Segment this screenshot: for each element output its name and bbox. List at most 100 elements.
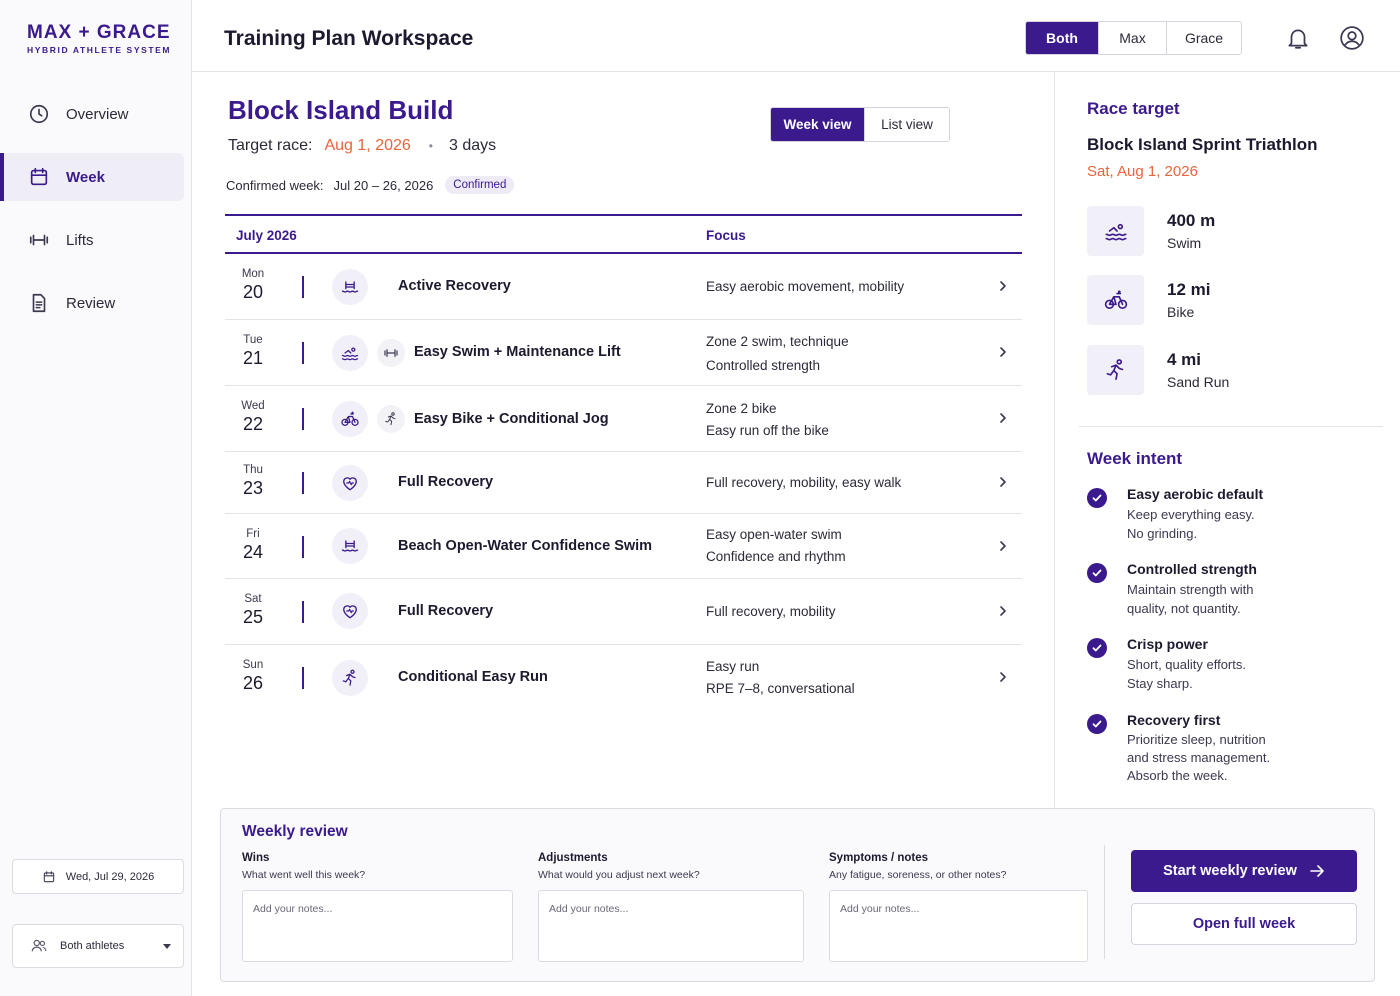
field-question: What went well this week? bbox=[242, 869, 366, 881]
field-label: Wins bbox=[242, 852, 270, 864]
confirmed-badge: Confirmed bbox=[445, 176, 515, 194]
day-number: 26 bbox=[242, 673, 264, 693]
day-cell: Sun 26 bbox=[225, 659, 281, 694]
table-row[interactable]: Thu 23 Full Recovery Full recovery, mobi… bbox=[225, 452, 1022, 514]
sidebar-item-overview[interactable]: Overview bbox=[0, 90, 192, 138]
brand-logo[interactable]: MAX + GRACE HYBRID ATHLETE SYSTEM bbox=[27, 22, 171, 55]
day-cell: Tue 21 bbox=[225, 334, 281, 369]
chevron-right-icon[interactable] bbox=[997, 280, 1009, 292]
athlete-toggle: Both Max Grace bbox=[1025, 21, 1242, 55]
intent-item: Crisp power Short, quality efforts. Stay… bbox=[1087, 636, 1267, 693]
leg-label: Swim bbox=[1167, 235, 1202, 251]
table-row[interactable]: Sat 25 Full Recovery Full recovery, mobi… bbox=[225, 579, 1022, 645]
table-row[interactable]: Wed 22 Easy Bike + Conditional Jog Zone … bbox=[225, 386, 1022, 452]
bell-icon[interactable] bbox=[1285, 25, 1311, 51]
page-title: Training Plan Workspace bbox=[224, 27, 474, 50]
sidebar-item-label: Overview bbox=[66, 105, 129, 123]
athlete-option-max[interactable]: Max bbox=[1098, 22, 1166, 54]
table-row[interactable]: Mon 20 Active Recovery Easy aerobic move… bbox=[225, 254, 1022, 320]
days-remaining: 3 days bbox=[448, 137, 497, 154]
current-date: Wed, Jul 29, 2026 bbox=[65, 870, 155, 883]
intent-desc: Maintain strength with quality, not quan… bbox=[1127, 582, 1254, 616]
chevron-right-icon[interactable] bbox=[997, 412, 1009, 424]
athlete-option-grace[interactable]: Grace bbox=[1166, 22, 1241, 54]
week-view-button[interactable]: Week view bbox=[771, 108, 864, 141]
leg-value: 4 mi bbox=[1167, 350, 1202, 369]
check-icon bbox=[1087, 488, 1107, 508]
sidebar-nav: Overview Week Lifts Review bbox=[0, 90, 192, 342]
chevron-right-icon[interactable] bbox=[997, 540, 1009, 552]
workout-focus: Easy open-water swim Confidence and rhyt… bbox=[706, 524, 846, 568]
start-weekly-review-button[interactable]: Start weekly review bbox=[1131, 850, 1357, 892]
user-account-icon[interactable] bbox=[1339, 25, 1365, 51]
sidebar-item-lifts[interactable]: Lifts bbox=[0, 216, 192, 264]
users-icon bbox=[30, 937, 48, 955]
workout-focus: Full recovery, mobility bbox=[706, 601, 836, 623]
field-label: Symptoms / notes bbox=[829, 852, 929, 864]
athlete-select[interactable]: Both athletes bbox=[12, 924, 184, 968]
open-full-week-button[interactable]: Open full week bbox=[1131, 903, 1357, 945]
sidebar-item-label: Review bbox=[66, 294, 116, 312]
symptoms-notes-input[interactable] bbox=[829, 890, 1088, 962]
chevron-right-icon[interactable] bbox=[997, 671, 1009, 683]
day-divider bbox=[302, 276, 304, 298]
check-icon bbox=[1087, 563, 1107, 583]
confirmed-week-label: Confirmed week: bbox=[226, 177, 324, 193]
race-name: Block Island Sprint Triathlon bbox=[1087, 135, 1318, 154]
focus-header: Focus bbox=[706, 228, 746, 243]
day-divider bbox=[302, 472, 304, 494]
workout-icon bbox=[332, 335, 368, 371]
table-row[interactable]: Tue 21 Easy Swim + Maintenance Lift Zone… bbox=[225, 320, 1022, 386]
focus-line: Easy aerobic movement, mobility bbox=[706, 279, 905, 294]
run-icon bbox=[1103, 357, 1129, 383]
workout-name: Beach Open-Water Confidence Swim bbox=[398, 538, 653, 554]
list-view-button[interactable]: List view bbox=[864, 108, 949, 141]
race-leg-bike: 12 mi Bike bbox=[1087, 275, 1210, 325]
day-name: Wed bbox=[241, 400, 265, 412]
workout-name: Active Recovery bbox=[398, 278, 511, 294]
chevron-right-icon[interactable] bbox=[997, 605, 1009, 617]
view-toggle: Week view List view bbox=[770, 107, 950, 142]
sidebar-item-review[interactable]: Review bbox=[0, 279, 192, 327]
day-cell: Sat 25 bbox=[225, 593, 281, 628]
dumbbell-icon bbox=[383, 345, 399, 361]
athlete-option-both[interactable]: Both bbox=[1026, 22, 1098, 54]
divider bbox=[1104, 845, 1105, 959]
workout-icon bbox=[332, 593, 368, 629]
race-leg-run: 4 mi Sand Run bbox=[1087, 345, 1229, 395]
dumbbell-icon bbox=[28, 229, 50, 251]
focus-line: Easy run off the bike bbox=[706, 423, 829, 438]
chevron-right-icon[interactable] bbox=[997, 346, 1009, 358]
day-name: Sun bbox=[242, 659, 264, 671]
sidebar-item-label: Lifts bbox=[66, 231, 94, 249]
review-field-adjustments: Adjustments What would you adjust next w… bbox=[538, 852, 804, 962]
date-picker[interactable]: Wed, Jul 29, 2026 bbox=[12, 859, 184, 894]
calendar-icon bbox=[28, 166, 50, 188]
day-number: 21 bbox=[242, 348, 264, 368]
brand-tagline: HYBRID ATHLETE SYSTEM bbox=[27, 45, 172, 55]
divider bbox=[1079, 426, 1383, 427]
table-row[interactable]: Fri 24 Beach Open-Water Confidence Swim … bbox=[225, 514, 1022, 579]
sidebar-item-week[interactable]: Week bbox=[0, 153, 184, 201]
sidebar-item-label: Week bbox=[66, 168, 105, 186]
race-panel: Race target Block Island Sprint Triathlo… bbox=[1054, 72, 1400, 808]
intent-title: Crisp power bbox=[1127, 636, 1208, 652]
caret-down-icon bbox=[163, 944, 171, 949]
leg-text: 12 mi Bike bbox=[1167, 280, 1210, 320]
review-field-symptoms: Symptoms / notes Any fatigue, soreness, … bbox=[829, 852, 1088, 962]
table-row[interactable]: Sun 26 Conditional Easy Run Easy run RPE… bbox=[225, 645, 1022, 711]
workout-icon bbox=[332, 528, 368, 564]
wins-notes-input[interactable] bbox=[242, 890, 513, 962]
chevron-right-icon[interactable] bbox=[997, 476, 1009, 488]
intent-item: Recovery first Prioritize sleep, nutriti… bbox=[1087, 712, 1277, 785]
workout-icon-secondary bbox=[377, 339, 405, 367]
intent-item: Controlled strength Maintain strength wi… bbox=[1087, 561, 1267, 618]
workout-name: Easy Bike + Conditional Jog bbox=[414, 411, 609, 427]
brand-name: MAX + GRACE bbox=[27, 22, 171, 43]
day-name: Sat bbox=[244, 593, 262, 605]
week-table: July 2026 Focus Mon 20 Active Recovery E… bbox=[225, 214, 1022, 711]
leg-label: Sand Run bbox=[1167, 374, 1230, 390]
adjustments-notes-input[interactable] bbox=[538, 890, 804, 962]
weekly-review-title: Weekly review bbox=[242, 823, 348, 840]
field-question: Any fatigue, soreness, or other notes? bbox=[829, 869, 1007, 881]
